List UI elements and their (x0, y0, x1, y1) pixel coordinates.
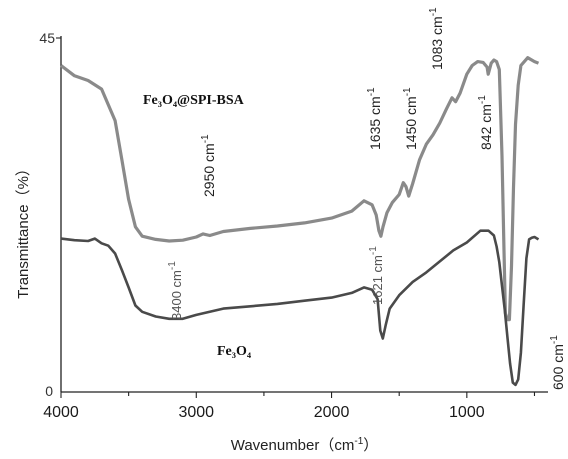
x-tick-label: 3000 (178, 404, 214, 421)
y-axis-label: Transmittance（%） (15, 161, 32, 299)
peak-annotation-7-text: 600 cm (550, 344, 566, 390)
peak-annotation-6-sup: -1 (368, 246, 379, 255)
peak-annotation-7-sup: -1 (549, 335, 560, 344)
x-axis-label: Wavenumber（cm-1） (231, 436, 379, 454)
peak-annotation-0-text: 2950 cm (201, 143, 217, 197)
peak-annotation-0: 2950 cm-1 (200, 134, 217, 197)
peak-annotation-2-text: 1450 cm (403, 96, 419, 150)
y-tick-label-bottom: 0 (45, 383, 53, 399)
series-line-fe3o4-spi-bsa (60, 56, 540, 322)
peak-annotation-3: 1083 cm-1 (428, 7, 445, 70)
series-label-fe3o4: Fe₃O₄ (217, 344, 252, 359)
peak-annotation-5-text: 3400 cm (169, 270, 184, 320)
x-axis-label-sup: -1 (354, 436, 363, 447)
series-line-fe3o4 (60, 229, 540, 387)
peak-annotation-1-sup: -1 (366, 87, 377, 96)
axes: 4000 3000 2000 1000450Wavenumber（cm-1）Trans… (15, 30, 548, 454)
peak-annotation-1-text: 1635 cm (367, 96, 383, 150)
x-tick-label: 4000 (43, 404, 79, 421)
peak-annotation-5: 3400 cm-1 (167, 261, 184, 320)
x-axis-label-end: ） (363, 437, 378, 454)
peak-annotation-2-sup: -1 (402, 87, 413, 96)
peak-annotation-5-sup: -1 (167, 261, 178, 270)
peak-annotation-4-sup: -1 (477, 95, 488, 104)
peak-annotation-0-sup: -1 (200, 134, 211, 143)
peak-annotation-4: 842 cm-1 (477, 95, 494, 150)
y-tick-label-top: 45 (39, 30, 55, 46)
curves (60, 56, 540, 387)
peak-annotation-1: 1635 cm-1 (366, 87, 383, 150)
peak-annotation-7: 600 cm-1 (549, 335, 566, 390)
peak-annotation-3-sup: -1 (428, 7, 439, 16)
peak-annotation-3-text: 1083 cm (429, 16, 445, 70)
series-label-fe3o4-spi-bsa: Fe₃O₄@SPI-BSA (143, 93, 245, 108)
peak-annotation-2: 1450 cm-1 (402, 87, 419, 150)
x-tick-label: 2000 (314, 404, 350, 421)
x-axis-label-text: Wavenumber（cm (231, 437, 355, 454)
peak-annotation-4-text: 842 cm (478, 104, 494, 150)
peak-annotation-6: 1621 cm-1 (368, 246, 385, 305)
x-tick-label: 1000 (449, 404, 485, 421)
peak-annotation-6-text: 1621 cm (370, 255, 385, 305)
